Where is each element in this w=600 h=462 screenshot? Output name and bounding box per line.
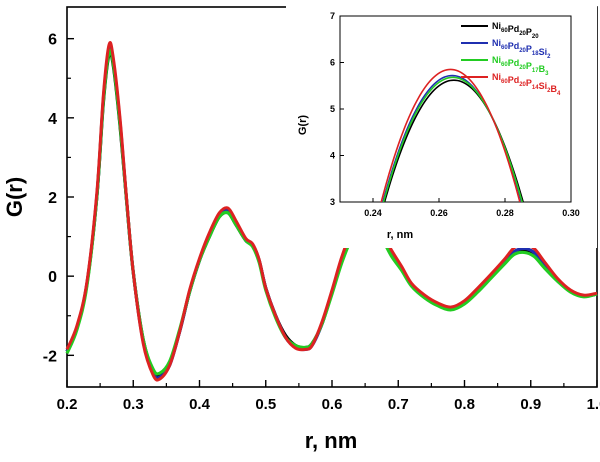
legend-label-3: Ni60Pd20P17B3	[492, 55, 549, 77]
x-tick-label: 0.6	[322, 396, 343, 413]
inset-x-ticks: 0.24 0.26 0.28 0.30	[364, 198, 580, 218]
y-tick-label: -2	[43, 348, 57, 365]
inset-y-tick-label: 3	[330, 197, 335, 207]
x-tick-label: 0.2	[57, 396, 78, 413]
y-tick-label: 0	[48, 269, 57, 286]
x-tick-label: 0.7	[388, 396, 409, 413]
y-tick-label: 4	[48, 111, 57, 128]
y-axis-label: G(r)	[2, 177, 27, 217]
x-axis-label: r, nm	[305, 428, 358, 453]
inset-plot: 0.24 0.26 0.28 0.30 3 4 5 6 7 r, nm G(r) Ni60Pd…	[286, 2, 597, 248]
y-tick-label: 6	[48, 32, 57, 49]
legend-label-1: Ni60Pd20P20	[492, 21, 539, 40]
inset-x-axis-label: r, nm	[387, 229, 414, 241]
inset-y-tick-label: 4	[330, 151, 335, 161]
legend-label-4: Ni60Pd20P14Si2B4	[492, 72, 561, 97]
inset-y-tick-label: 6	[330, 58, 335, 68]
inset-x-tick-label: 0.28	[496, 208, 514, 218]
inset-x-tick-label: 0.24	[364, 208, 382, 218]
inset-x-tick-label: 0.26	[430, 208, 448, 218]
x-tick-label: 0.9	[520, 396, 541, 413]
inset-y-tick-label: 5	[330, 104, 335, 114]
inset-background	[286, 2, 597, 248]
main-series-group	[65, 41, 598, 382]
inset-series-line-3	[382, 76, 523, 202]
main-y-ticks: -2 0 2 4 6	[43, 32, 74, 365]
legend: Ni60Pd20P20Ni60Pd20P18Si2Ni60Pd20P17B3Ni…	[461, 21, 561, 97]
inset-y-axis-label: G(r)	[297, 115, 309, 136]
x-tick-label: 0.3	[123, 396, 144, 413]
inset-x-tick-label: 0.30	[562, 208, 580, 218]
x-tick-label: 0.8	[454, 396, 475, 413]
x-tick-label: 0.5	[255, 396, 276, 413]
inset-y-ticks: 3 4 5 6 7	[330, 11, 344, 207]
legend-label-2: Ni60Pd20P18Si2	[492, 38, 551, 60]
inset-y-tick-label: 7	[330, 11, 335, 21]
series-line-4	[65, 41, 598, 382]
main-x-ticks: 0.2 0.3 0.4 0.5 0.6 0.7 0.8 0.9 1.0	[57, 380, 600, 413]
y-tick-label: 2	[48, 190, 57, 207]
main-plot: 0.2 0.3 0.4 0.5 0.6 0.7 0.8 0.9 1.0 -2 0 2 4 6 r, nm…	[2, 6, 600, 453]
x-tick-label: 1.0	[587, 396, 600, 413]
inset-series-group	[380, 68, 524, 202]
inset-series-line-4	[380, 68, 521, 202]
x-tick-label: 0.4	[189, 396, 211, 413]
